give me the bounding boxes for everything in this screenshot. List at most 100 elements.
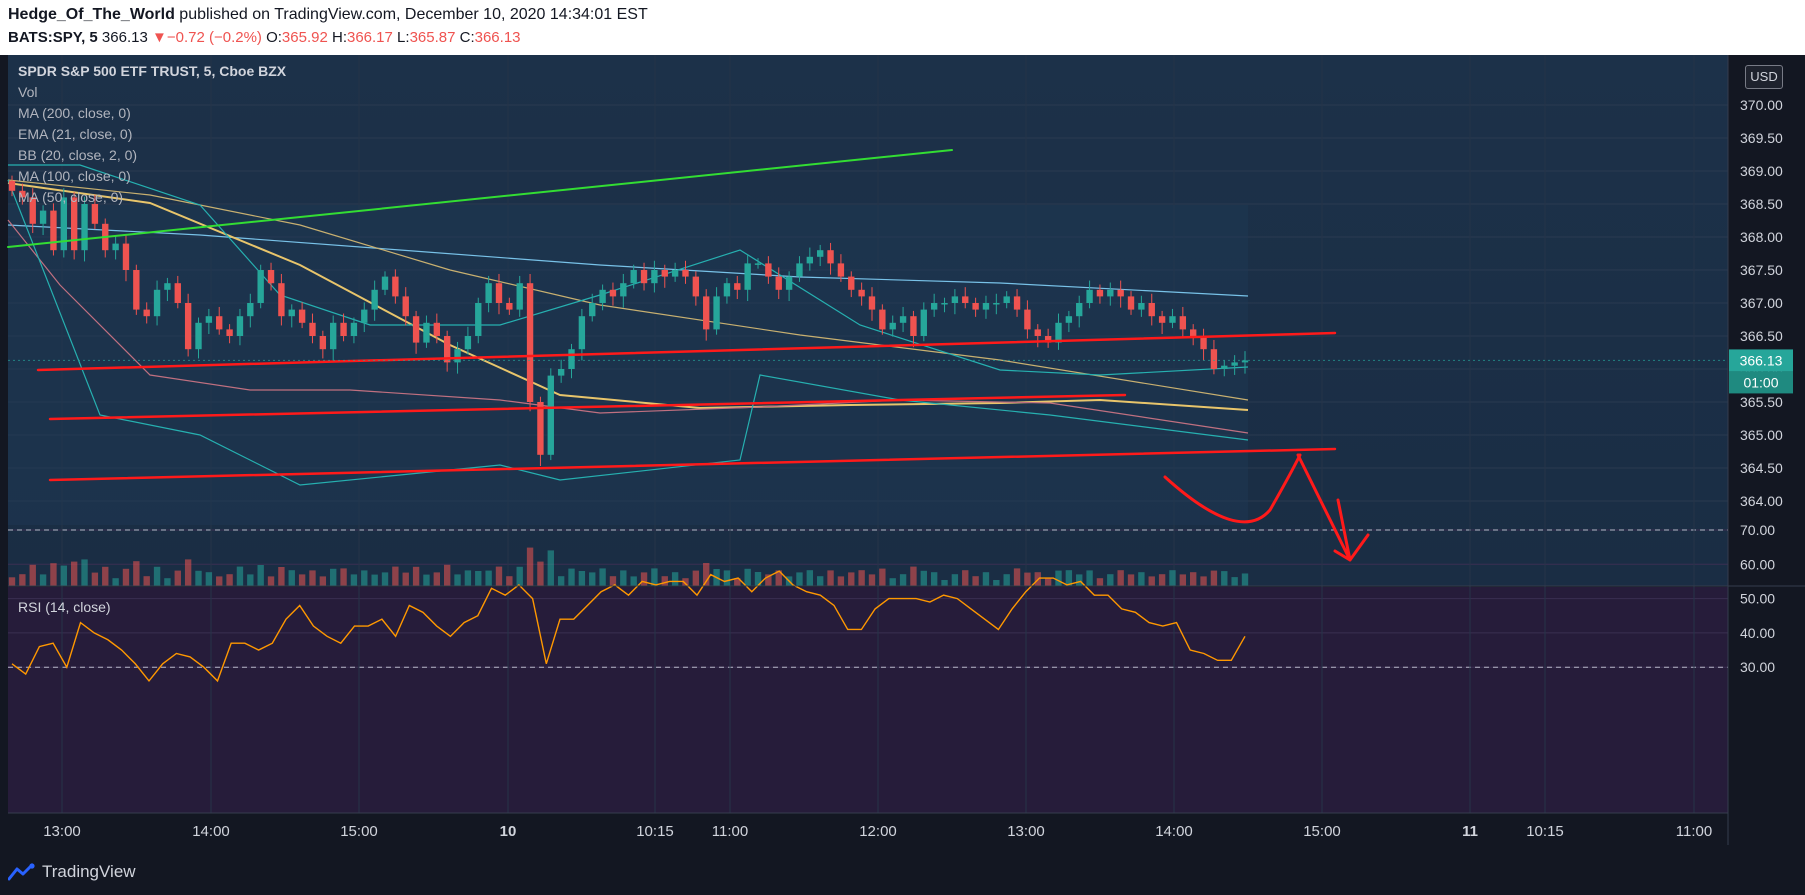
drawings <box>7 149 1728 562</box>
publish-info: published on TradingView.com, December 1… <box>174 6 648 23</box>
candle-body <box>412 316 420 343</box>
close-value: 366.13 <box>474 29 521 46</box>
time-axis[interactable]: 13:00 14:00 15:00 10 10:15 11:00 12:00 13:00 14:… <box>43 823 1712 840</box>
candle-body <box>620 283 627 297</box>
candle-body <box>50 210 57 251</box>
rsi-line <box>11 570 1246 683</box>
volume-bar <box>589 572 596 586</box>
time-tick-label: 12:00 <box>859 823 897 840</box>
candle-body <box>578 316 586 350</box>
candle-body <box>858 289 865 297</box>
down-arrow-drawing <box>1296 453 1370 562</box>
candle-body <box>1200 336 1207 350</box>
candle-body <box>785 276 793 290</box>
tradingview-brand: TradingView <box>42 862 136 881</box>
volume-bar <box>319 576 327 586</box>
price-tick-label: 370.00 <box>1740 97 1783 113</box>
rsi-indicator: RSI (14, close) <box>11 570 1246 683</box>
legend-item: MA (200, close, 0) <box>18 105 131 121</box>
candle-body <box>226 329 233 336</box>
volume-bar <box>816 576 824 586</box>
volume-bar <box>526 547 534 586</box>
candle-body <box>713 296 720 330</box>
candle-body <box>423 322 430 343</box>
volume-bar <box>288 570 295 586</box>
candle-body <box>112 243 119 251</box>
candle-body <box>39 210 47 224</box>
volume-bar <box>267 576 275 586</box>
candle-body <box>1024 309 1031 330</box>
legend-title: SPDR S&P 500 ETF TRUST, 5, Cboe BZX <box>18 63 287 79</box>
candle-body <box>8 180 16 191</box>
volume-bar <box>81 559 88 586</box>
volume-bar <box>1148 576 1155 586</box>
currency-button[interactable]: USD <box>1745 65 1783 89</box>
volume-bar <box>692 570 700 586</box>
price-tick-label: 369.50 <box>1740 130 1783 146</box>
candle-body <box>516 283 523 310</box>
volume-bar <box>464 570 472 586</box>
volume-bar <box>765 574 772 586</box>
volume-bar <box>350 574 358 586</box>
green-trend-line <box>7 149 953 248</box>
candle-body <box>547 375 554 455</box>
volume-bar <box>651 568 658 586</box>
bb-upper-line <box>8 164 1249 376</box>
rsi-tick-label: 50.00 <box>1740 591 1775 607</box>
candle-body <box>1013 296 1021 310</box>
candle-body <box>1148 303 1155 317</box>
volume-bar <box>226 574 233 586</box>
volume-bar <box>164 578 171 586</box>
candle-body <box>91 204 99 224</box>
candle-body <box>454 349 461 363</box>
last-price: 366.13 <box>101 29 148 46</box>
volume-bar <box>744 568 751 586</box>
candle-body <box>1169 316 1176 323</box>
volume-bar <box>247 574 254 586</box>
candle-body <box>1034 329 1041 336</box>
candle-body <box>1076 303 1083 317</box>
ma200-line <box>7 224 1249 297</box>
legend-item: BB (20, close, 2, 0) <box>18 147 137 163</box>
volume-bar <box>122 568 130 586</box>
price-chart[interactable]: SPDR S&P 500 ETF TRUST, 5, Cboe BZX Vol MA… <box>0 55 1805 895</box>
candle-body <box>29 197 36 224</box>
candle-body <box>495 283 503 303</box>
volume-bar <box>640 572 648 586</box>
candle-body <box>557 369 565 376</box>
price-tick-label: 367.50 <box>1740 262 1783 278</box>
candle-body <box>1138 303 1145 310</box>
candle-body <box>1190 329 1197 336</box>
candle-body <box>247 303 254 317</box>
volume-bar <box>848 572 855 586</box>
volume-bar <box>361 570 368 586</box>
volume-bar <box>682 578 689 586</box>
volume-bar <box>671 572 679 586</box>
candle-body <box>630 270 637 284</box>
volume-bar <box>443 564 451 586</box>
volume-bar <box>868 574 876 586</box>
candle-body <box>350 322 358 336</box>
volume-bar <box>1158 574 1166 586</box>
high-value: 366.17 <box>346 29 393 46</box>
candle-body <box>506 303 513 310</box>
candle-body <box>837 263 845 277</box>
candle-body <box>868 296 876 310</box>
author-name[interactable]: Hedge_Of_The_World <box>8 6 175 23</box>
candle-body <box>153 289 161 317</box>
candle-body <box>1127 296 1135 310</box>
rsi-axis[interactable]: 70.00 60.00 50.00 40.00 30.00 <box>1740 522 1775 675</box>
candle-body <box>485 283 492 303</box>
tradingview-logo[interactable]: TradingView <box>8 860 136 884</box>
price-pane[interactable] <box>8 55 1728 586</box>
volume-bar <box>485 570 492 586</box>
volume-bar <box>257 565 264 586</box>
price-tick-label: 366.50 <box>1740 328 1783 344</box>
time-tick-label: 10:15 <box>636 823 674 840</box>
volume-bar <box>972 576 979 586</box>
candle-body <box>962 296 969 303</box>
ma100-line <box>7 219 1249 434</box>
volume-bar <box>775 570 782 586</box>
candle-body <box>734 283 741 290</box>
rsi-pane[interactable] <box>8 587 1728 813</box>
